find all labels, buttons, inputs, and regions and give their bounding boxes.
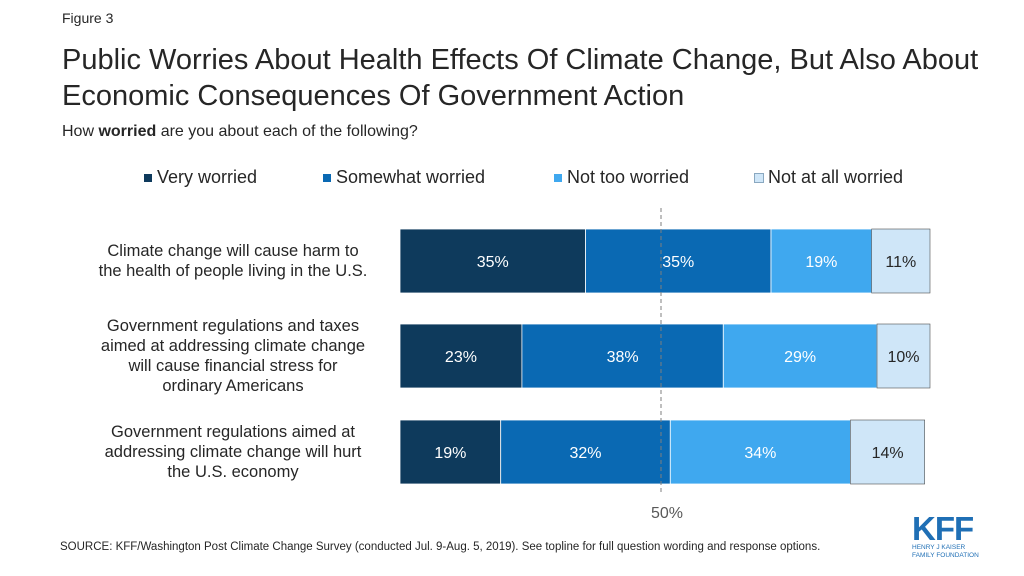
reference-line-label: 50% xyxy=(651,505,683,522)
legend-item-3: Not at all worried xyxy=(754,167,903,188)
legend-label: Somewhat worried xyxy=(336,167,486,187)
legend-swatch xyxy=(322,172,332,183)
category-label-line: the health of people living in the U.S. xyxy=(98,262,368,280)
category-label-line: the U.S. economy xyxy=(167,463,299,481)
data-label: 11% xyxy=(885,254,916,271)
data-label: 35% xyxy=(662,254,694,271)
kff-logo: KFF HENRY J KAISER FAMILY FOUNDATION xyxy=(912,510,979,559)
legend-swatch xyxy=(754,172,764,183)
bar-segment xyxy=(399,323,523,389)
subtitle-emphasis: worried xyxy=(98,123,157,140)
bar-segment xyxy=(399,228,586,294)
category-label-line: will cause financial stress for xyxy=(128,357,338,375)
category-label: Government regulations aimed at addressin… xyxy=(58,422,408,482)
chart-legend: Very worried Somewhat worried Not too worr… xyxy=(0,167,1024,191)
legend-label: Very worried xyxy=(157,167,258,187)
data-label: 19% xyxy=(805,254,837,271)
category-label-line: ordinary Americans xyxy=(162,377,304,395)
category-label-line: Government regulations and taxes xyxy=(106,317,360,335)
chart-title: Public Worries About Health Effects Of C… xyxy=(62,44,979,112)
bar-segment xyxy=(585,228,772,294)
bar-segment xyxy=(399,419,502,485)
source-note: SOURCE: KFF/Washington Post Climate Chan… xyxy=(60,541,821,553)
bar-segment xyxy=(770,228,873,294)
category-label-line: addressing climate change will hurt xyxy=(104,443,362,461)
logo-line-2: FAMILY FOUNDATION xyxy=(912,552,979,559)
legend-swatch xyxy=(143,172,153,183)
legend-item-1: Somewhat worried xyxy=(322,167,485,188)
legend-item-2: Not too worried xyxy=(553,167,689,188)
data-label: 35% xyxy=(477,254,509,271)
bar-segment xyxy=(876,323,931,389)
category-label-line: Government regulations aimed at xyxy=(111,423,355,441)
bar-segment xyxy=(722,323,878,389)
data-label: 23% xyxy=(445,349,477,366)
logo-main-text: KFF xyxy=(912,510,973,547)
category-label-line: aimed at addressing climate change xyxy=(100,337,366,355)
bar-segment xyxy=(871,228,931,294)
bar-segment xyxy=(521,323,724,389)
data-label: 19% xyxy=(434,445,466,462)
category-label: Government regulations and taxes aimed at… xyxy=(58,316,408,396)
data-label: 10% xyxy=(887,349,919,366)
figure-label: Figure 3 xyxy=(62,10,114,26)
subtitle-suffix: are you about each of the following? xyxy=(156,123,418,140)
category-label: Climate change will cause harm to the hea… xyxy=(58,241,408,281)
chart-subtitle: How worried are you about each of the fo… xyxy=(62,123,418,141)
data-label: 29% xyxy=(784,349,816,366)
bar-segment xyxy=(669,419,851,485)
data-label: 32% xyxy=(569,445,601,462)
legend-label: Not too worried xyxy=(567,167,690,187)
legend-item-0: Very worried xyxy=(143,167,257,188)
legend-label: Not at all worried xyxy=(768,167,904,187)
logo-line-1: HENRY J KAISER xyxy=(912,544,966,551)
data-label: 34% xyxy=(744,445,776,462)
subtitle-prefix: How xyxy=(62,123,99,140)
data-label: 14% xyxy=(872,445,904,462)
bar-segment xyxy=(850,419,925,485)
category-label-line: Climate change will cause harm to xyxy=(107,242,359,260)
data-label: 38% xyxy=(607,349,639,366)
legend-swatch xyxy=(553,172,563,183)
